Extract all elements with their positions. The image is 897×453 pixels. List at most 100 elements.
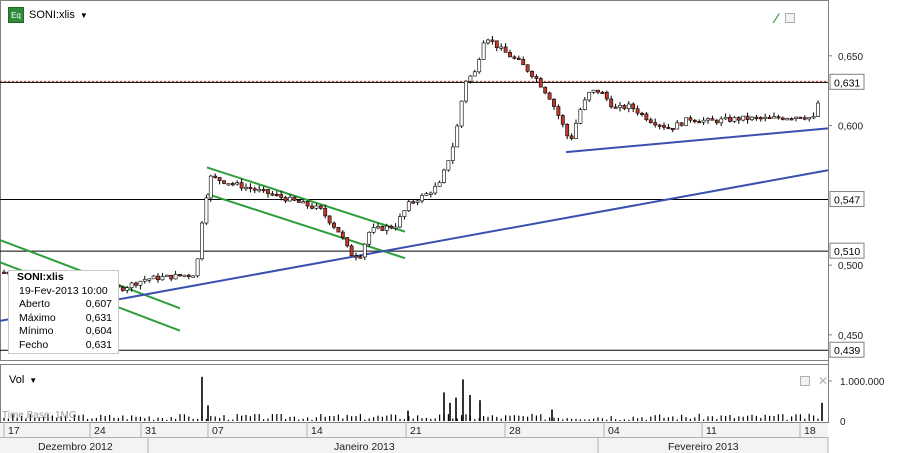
dropdown-arrow-icon[interactable]: ▼ bbox=[79, 10, 88, 20]
candle-body bbox=[719, 118, 724, 124]
candle-body bbox=[345, 237, 350, 247]
trend-line bbox=[0, 169, 829, 322]
candle-body bbox=[816, 102, 820, 117]
candle-body bbox=[679, 122, 684, 126]
volume-dropdown-icon[interactable]: ▼ bbox=[29, 375, 38, 385]
candle-body bbox=[398, 216, 402, 228]
draw-tool-icon[interactable]: ⁄ bbox=[775, 10, 778, 26]
candle-body bbox=[525, 64, 530, 72]
candle-body bbox=[600, 91, 605, 94]
tooltip-value: 0,604 bbox=[85, 325, 112, 338]
volume-maximize-icon[interactable] bbox=[800, 376, 810, 386]
maximize-icon[interactable] bbox=[785, 13, 796, 23]
candle-body bbox=[688, 117, 693, 121]
candle-body bbox=[578, 109, 583, 124]
candle-body bbox=[538, 78, 543, 88]
candle-body bbox=[635, 108, 640, 114]
candle-body bbox=[802, 117, 807, 120]
x-day-label: 24 bbox=[94, 425, 106, 437]
candle-body bbox=[208, 175, 213, 199]
candle-body bbox=[609, 98, 614, 108]
y-tick-label: 0,600 bbox=[838, 122, 863, 133]
candle-body bbox=[776, 116, 781, 119]
candle-body bbox=[367, 231, 372, 245]
candle-body bbox=[490, 39, 495, 42]
candle-body bbox=[393, 226, 398, 229]
level-label: 0,547 bbox=[834, 195, 860, 207]
candle-body bbox=[235, 182, 240, 185]
candle-body bbox=[274, 194, 279, 197]
candle-body bbox=[706, 118, 710, 121]
candle-body bbox=[239, 182, 244, 189]
candle-body bbox=[248, 186, 253, 190]
instrument-header[interactable]: Eq SONI:xlis ▼ bbox=[8, 7, 88, 23]
tooltip-value: 0,607 bbox=[85, 298, 112, 311]
x-month-label: Janeiro 2013 bbox=[334, 441, 395, 453]
candle-body bbox=[433, 186, 438, 194]
candle-body bbox=[358, 256, 363, 259]
tooltip-datetime: 19-Fev-2013 10:00 bbox=[19, 284, 108, 297]
candle-body bbox=[376, 226, 380, 229]
candle-body bbox=[547, 92, 552, 100]
close-icon[interactable]: ✕ bbox=[818, 374, 829, 388]
candle-body bbox=[556, 106, 561, 116]
candle-body bbox=[169, 274, 174, 280]
candle-body bbox=[120, 286, 125, 291]
x-day-label: 31 bbox=[145, 425, 157, 437]
trend-line bbox=[206, 166, 406, 233]
candle-body bbox=[626, 103, 631, 109]
volume-label[interactable]: Vol bbox=[9, 374, 25, 386]
candle-body bbox=[2, 271, 6, 274]
candle-body bbox=[125, 287, 130, 291]
candle-body bbox=[494, 40, 499, 49]
tooltip-row: Fecho 0,631 bbox=[9, 339, 118, 353]
candle-body bbox=[200, 222, 204, 260]
candle-body bbox=[692, 119, 697, 122]
candle-body bbox=[684, 117, 688, 126]
candle-body bbox=[618, 105, 622, 108]
candle-body bbox=[314, 205, 319, 209]
volume-header[interactable]: Vol ▼ bbox=[9, 374, 37, 386]
candle-body bbox=[129, 282, 134, 288]
candle-body bbox=[305, 201, 310, 207]
candle-body bbox=[283, 197, 288, 202]
candle-body bbox=[213, 175, 218, 178]
candle-body bbox=[455, 125, 460, 148]
instrument-name[interactable]: SONI:xlis bbox=[29, 9, 75, 21]
candle-body bbox=[217, 177, 222, 181]
candle-body bbox=[296, 199, 301, 203]
candle-body bbox=[450, 146, 455, 161]
equity-icon: Eq bbox=[8, 7, 24, 23]
candle-body bbox=[569, 135, 574, 139]
time-base-watermark: Time Base: 1MG bbox=[2, 410, 77, 421]
candle-body bbox=[754, 116, 759, 119]
candle-body bbox=[807, 117, 812, 120]
candle-body bbox=[459, 100, 464, 127]
candle-body bbox=[226, 183, 231, 186]
candle-body bbox=[222, 180, 226, 184]
candle-body bbox=[464, 80, 468, 102]
tooltip-row: Máximo 0,631 bbox=[9, 312, 118, 326]
candle-body bbox=[318, 205, 323, 209]
candle-body bbox=[191, 275, 196, 278]
candle-body bbox=[134, 282, 138, 286]
candle-body bbox=[516, 57, 521, 60]
candle-body bbox=[230, 183, 235, 186]
candle-body bbox=[811, 116, 816, 119]
candle-body bbox=[266, 189, 270, 195]
candle-body bbox=[736, 117, 741, 121]
candle-body bbox=[310, 205, 314, 209]
x-day-label: 04 bbox=[608, 425, 620, 437]
candle-body bbox=[472, 71, 477, 77]
last-price-label: 0,631 bbox=[834, 77, 860, 89]
candle-body bbox=[666, 127, 671, 130]
candle-body bbox=[574, 122, 578, 139]
candle-body bbox=[763, 116, 768, 120]
candle-body bbox=[173, 274, 178, 280]
candle-body bbox=[560, 115, 565, 125]
candle-body bbox=[428, 192, 433, 195]
candle-body bbox=[182, 274, 187, 277]
candle-body bbox=[354, 255, 358, 258]
candle-body bbox=[675, 122, 680, 130]
